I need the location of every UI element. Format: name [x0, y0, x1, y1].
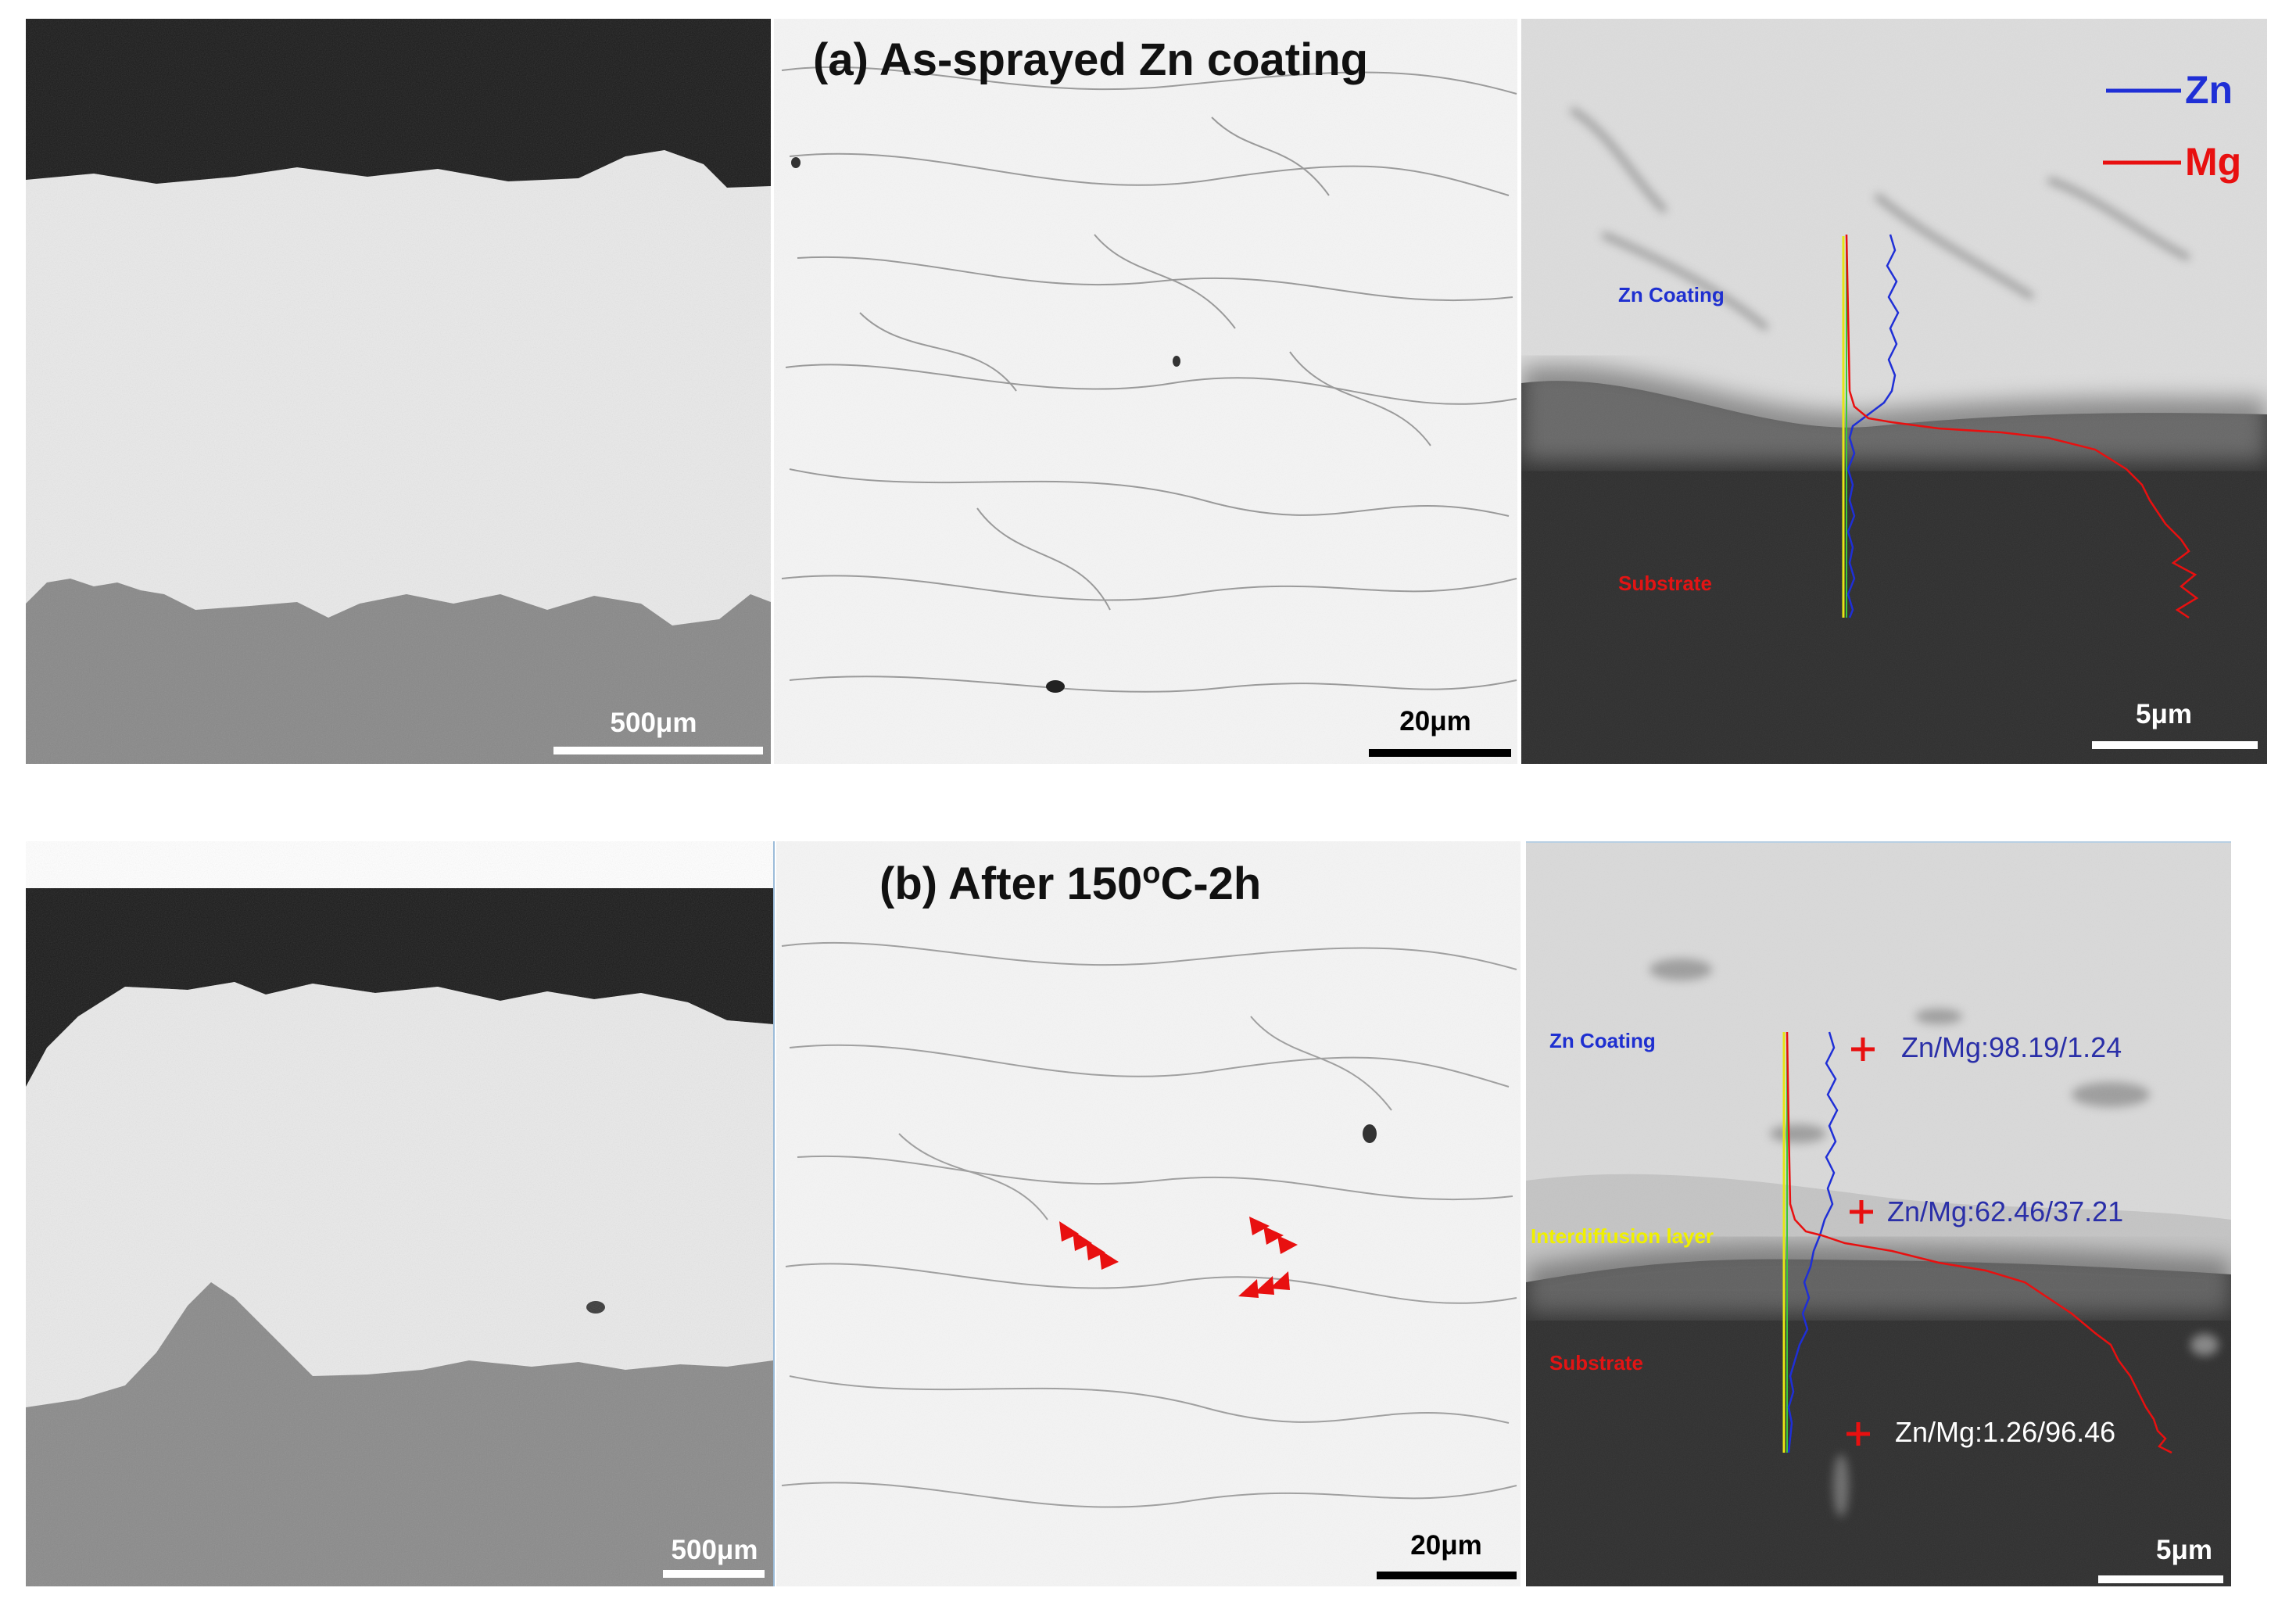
panel-b-micrograph: 20μm (b) After 150oC-2h: [776, 841, 1521, 1586]
scale-label-b-overview: 500μm: [672, 1535, 758, 1565]
region-label-substrate-a: Substrate: [1618, 572, 1712, 595]
scale-bar-a-linescan: [2092, 741, 2258, 749]
region-label-coating-b: Zn Coating: [1549, 1029, 1656, 1052]
arrow-markers-lower-right: [1238, 1271, 1290, 1298]
region-label-interdiffusion-b: Interdiffusion layer: [1531, 1224, 1714, 1248]
scale-label-a-micro: 20μm: [1399, 706, 1470, 737]
scale-bar-a-micro: [1369, 749, 1511, 757]
legend-zn-label: Zn: [2185, 68, 2233, 112]
region-label-coating-a: Zn Coating: [1618, 283, 1725, 306]
scale-label-a-linescan: 5μm: [2136, 699, 2192, 729]
point-2-ratio: Zn/Mg:62.46/37.21: [1887, 1195, 2123, 1228]
mg-profile-a: [1845, 234, 2199, 619]
panel-b-overview: 500μm: [26, 841, 773, 1586]
marker-point-3: [1846, 1422, 1870, 1446]
mg-profile-b: [1786, 1031, 2172, 1454]
scale-bar-b-linescan: [2098, 1575, 2223, 1583]
panel-a-micrograph: 20μm (a) As-sprayed Zn coating: [774, 19, 1517, 764]
arrow-markers-left: [1059, 1221, 1119, 1270]
title-row-a: (a) As-sprayed Zn coating: [813, 34, 1368, 85]
point-3-ratio: Zn/Mg:1.26/96.46: [1895, 1416, 2115, 1448]
marker-point-2: [1850, 1200, 1873, 1224]
zn-profile-a: [1846, 234, 1900, 618]
panel-a-linescan: Zn Mg Zn Coating Substrate 5μm: [1521, 19, 2267, 764]
title-row-b: (b) After 150oC-2h: [879, 857, 1261, 909]
region-label-substrate-b: Substrate: [1549, 1351, 1643, 1374]
arrow-markers-upper-right: [1249, 1217, 1298, 1254]
scale-bar-b-overview: [663, 1570, 765, 1578]
scale-label-a-overview: 500μm: [611, 708, 697, 738]
title-row-b-superscript: o: [1142, 857, 1160, 890]
scale-bar-b-micro: [1377, 1572, 1517, 1579]
scale-bar-a-overview: [553, 747, 763, 754]
panel-a-overview: 500μm: [26, 19, 771, 764]
scale-label-b-micro: 20μm: [1410, 1530, 1481, 1561]
scale-label-b-linescan: 5μm: [2156, 1535, 2212, 1565]
marker-point-1: [1851, 1038, 1875, 1061]
point-1-ratio: Zn/Mg:98.19/1.24: [1901, 1031, 2122, 1063]
panel-b-linescan: Zn/Mg:98.19/1.24 Zn/Mg:62.46/37.21 Zn/Mg…: [1526, 841, 2231, 1586]
legend-mg-label: Mg: [2185, 140, 2241, 184]
